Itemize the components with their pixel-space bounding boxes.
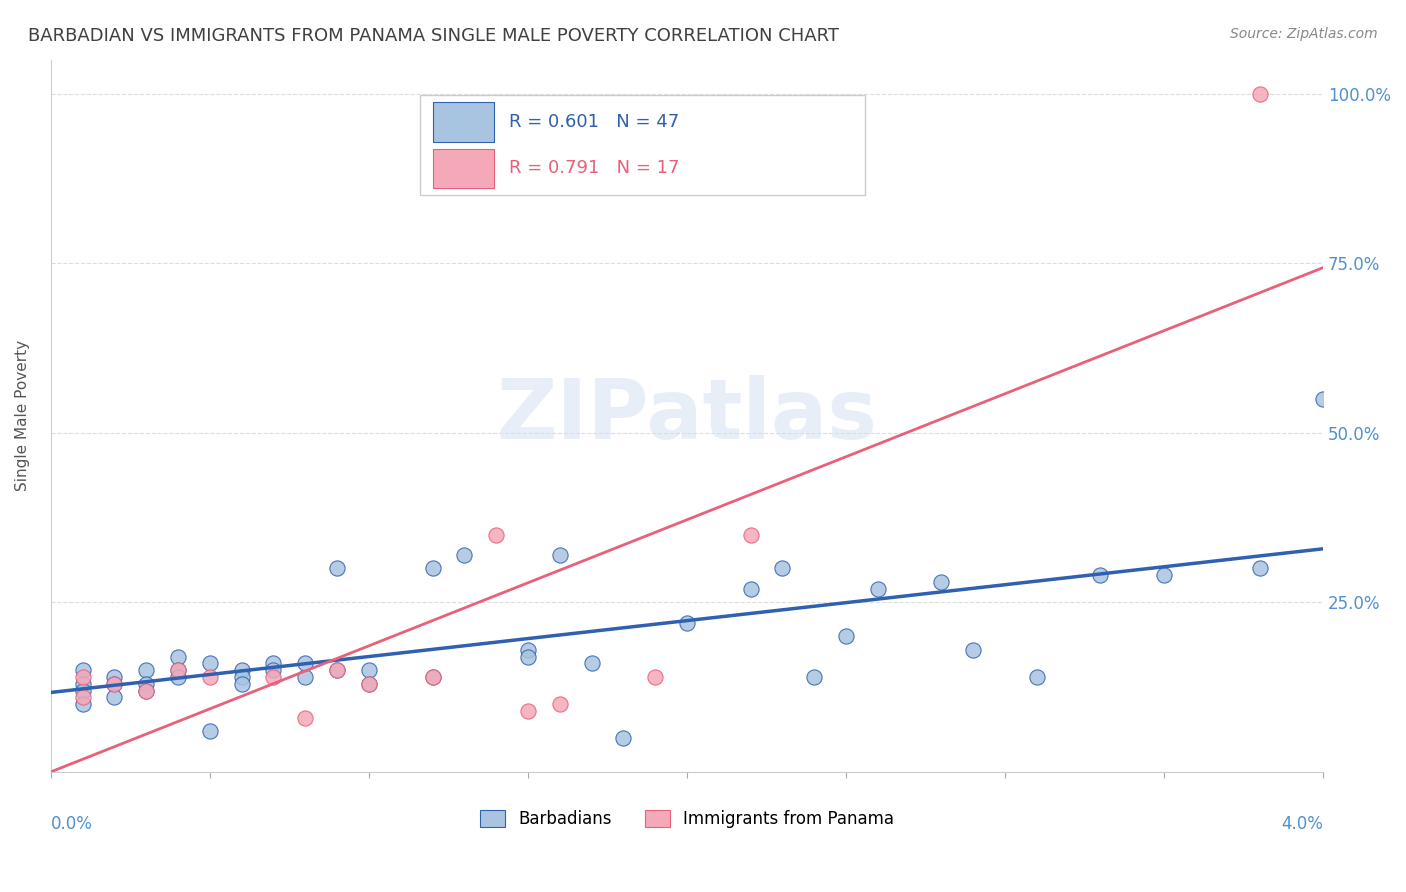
Point [357, 677, 380, 691]
Point [72, 663, 94, 677]
Text: Source: ZipAtlas.com: Source: ZipAtlas.com [1230, 27, 1378, 41]
Point [422, 670, 444, 684]
Point [72, 690, 94, 705]
Point [1153, 568, 1175, 582]
FancyBboxPatch shape [420, 95, 865, 195]
Point [835, 629, 858, 643]
Point [263, 657, 285, 671]
Point [198, 670, 221, 684]
Point [770, 561, 793, 575]
Text: ZIPatlas: ZIPatlas [496, 376, 877, 457]
Point [72, 670, 94, 684]
Point [231, 670, 253, 684]
Point [676, 615, 699, 630]
Point [357, 677, 380, 691]
Point [294, 670, 316, 684]
Point [803, 670, 825, 684]
Point [1249, 87, 1271, 101]
Point [931, 575, 953, 590]
Point [453, 548, 475, 562]
Point [1090, 568, 1112, 582]
Point [198, 724, 221, 739]
Point [198, 657, 221, 671]
Text: R = 0.791   N = 17: R = 0.791 N = 17 [509, 160, 679, 178]
Text: R = 0.601   N = 47: R = 0.601 N = 47 [509, 113, 679, 131]
Point [231, 663, 253, 677]
Point [103, 690, 125, 705]
Y-axis label: Single Male Poverty: Single Male Poverty [15, 340, 30, 491]
Point [263, 663, 285, 677]
Point [294, 711, 316, 725]
Point [1249, 561, 1271, 575]
Point [740, 582, 762, 596]
Point [135, 683, 157, 698]
Point [103, 670, 125, 684]
Point [167, 663, 190, 677]
Point [581, 657, 603, 671]
Point [357, 663, 380, 677]
Point [422, 670, 444, 684]
Point [516, 649, 538, 664]
Point [612, 731, 634, 745]
Text: 4.0%: 4.0% [1281, 814, 1323, 833]
Point [866, 582, 889, 596]
Point [294, 657, 316, 671]
Point [548, 697, 571, 711]
Point [326, 663, 349, 677]
Point [422, 561, 444, 575]
Point [103, 677, 125, 691]
Point [326, 561, 349, 575]
Point [548, 548, 571, 562]
Point [516, 643, 538, 657]
Point [740, 527, 762, 541]
Point [1312, 392, 1334, 406]
Point [231, 677, 253, 691]
Point [167, 663, 190, 677]
Point [72, 683, 94, 698]
Point [103, 677, 125, 691]
Point [263, 670, 285, 684]
Point [644, 670, 666, 684]
Point [135, 663, 157, 677]
FancyBboxPatch shape [433, 149, 494, 188]
Point [72, 677, 94, 691]
Point [1025, 670, 1047, 684]
Point [485, 527, 508, 541]
Point [167, 649, 190, 664]
Point [72, 697, 94, 711]
Point [326, 663, 349, 677]
Text: 0.0%: 0.0% [51, 814, 93, 833]
FancyBboxPatch shape [433, 103, 494, 142]
Point [135, 677, 157, 691]
Point [962, 643, 984, 657]
Point [135, 683, 157, 698]
Legend: Barbadians, Immigrants from Panama: Barbadians, Immigrants from Panama [472, 804, 901, 835]
Point [167, 670, 190, 684]
Text: BARBADIAN VS IMMIGRANTS FROM PANAMA SINGLE MALE POVERTY CORRELATION CHART: BARBADIAN VS IMMIGRANTS FROM PANAMA SING… [28, 27, 839, 45]
Point [516, 704, 538, 718]
